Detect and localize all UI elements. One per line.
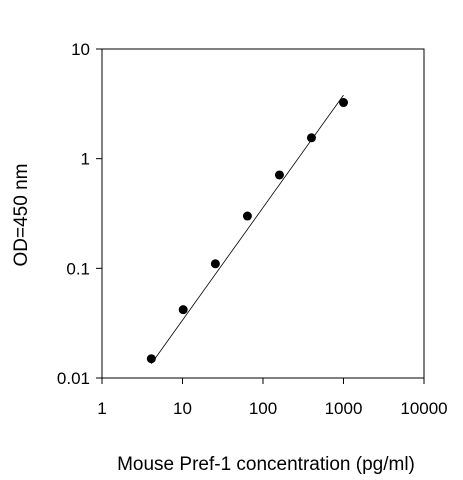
data-point-2 — [210, 259, 220, 269]
x-tick-label-4: 10000 — [400, 399, 447, 418]
y-tick-label-1: 0.1 — [66, 259, 90, 278]
y-tick-label-0: 0.01 — [57, 369, 90, 388]
data-point-5 — [306, 133, 316, 143]
y-axis-title: OD=450 nm — [11, 164, 32, 267]
plot-frame — [101, 48, 425, 379]
y-ticks: 0.01 0.1 1 10 — [57, 40, 102, 388]
y-tick-label-2: 1 — [81, 150, 90, 169]
x-tick-label-3: 1000 — [325, 399, 363, 418]
x-tick-label-2: 100 — [249, 399, 277, 418]
data-point-3 — [242, 211, 252, 221]
data-points — [146, 98, 348, 364]
data-point-4 — [274, 170, 284, 180]
data-point-1 — [178, 305, 188, 315]
x-axis-title: Mouse Pref-1 concentration (pg/ml) — [117, 454, 415, 475]
data-point-6 — [339, 98, 348, 108]
x-tick-label-1: 10 — [173, 399, 192, 418]
data-point-0 — [146, 354, 156, 364]
y-tick-label-3: 10 — [71, 40, 90, 59]
x-ticks: 1 10 100 1000 10000 — [97, 378, 448, 418]
x-tick-label-0: 1 — [97, 399, 106, 418]
